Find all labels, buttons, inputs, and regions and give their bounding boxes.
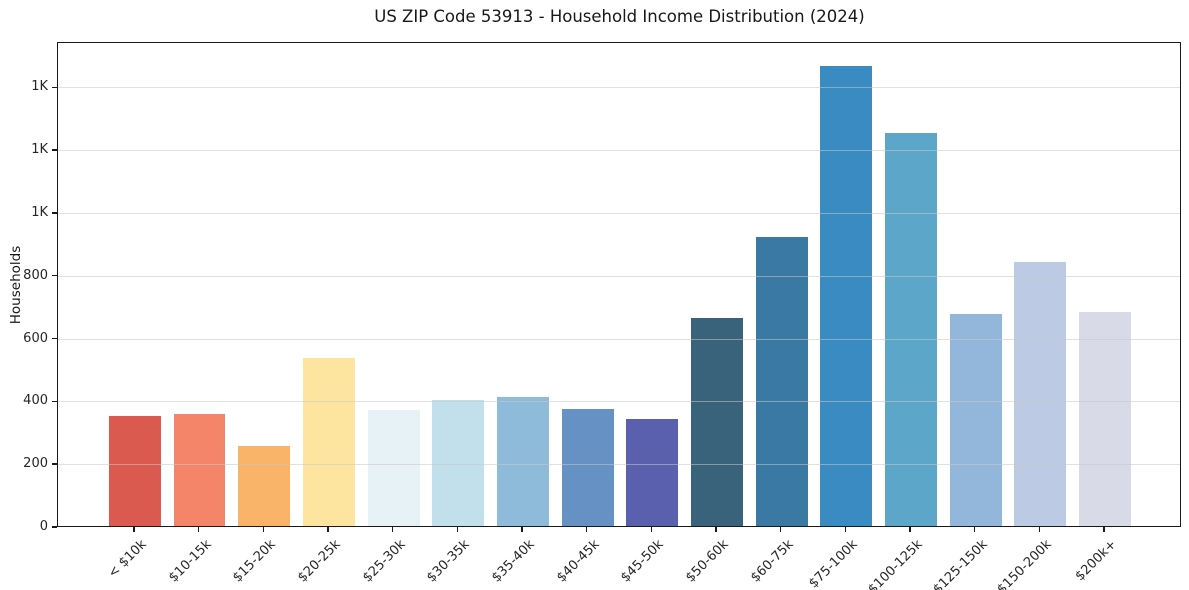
bar	[238, 445, 291, 526]
bar	[626, 418, 679, 526]
gridline	[58, 338, 1180, 340]
plot-area	[57, 42, 1181, 527]
x-tick-label: $150-200k	[994, 537, 1055, 590]
y-tick-label: 1K	[31, 204, 48, 220]
x-tick-mark	[585, 527, 588, 532]
y-tick-mark	[52, 463, 57, 465]
x-tick-label: $10-15k	[165, 537, 215, 586]
y-tick-label: 400	[23, 393, 48, 409]
bar	[367, 410, 420, 526]
x-tick-label: $60-75k	[747, 537, 797, 586]
bar	[109, 416, 161, 526]
x-tick-mark	[844, 527, 847, 532]
y-tick-label: 800	[23, 267, 48, 283]
bar	[691, 318, 743, 526]
x-tick-mark	[779, 527, 782, 532]
x-tick-label: $25-30k	[359, 537, 409, 586]
y-tick-mark	[52, 86, 57, 88]
y-tick-mark	[52, 275, 57, 277]
x-tick-label: $15-20k	[230, 537, 279, 586]
y-tick-mark	[52, 526, 57, 528]
x-tick-label: < $10k	[105, 537, 150, 582]
x-tick-label: $35-40k	[489, 537, 538, 586]
bar	[432, 399, 485, 526]
bar	[755, 237, 808, 526]
x-tick-label: $30-35k	[424, 537, 473, 586]
x-tick-label: $20-25k	[295, 537, 344, 586]
x-tick-mark	[715, 527, 717, 532]
x-tick-label: $125-150k	[930, 537, 991, 590]
y-tick-label: 600	[23, 330, 48, 346]
y-tick-mark	[52, 149, 57, 151]
x-tick-mark	[650, 527, 653, 532]
x-tick-mark	[327, 527, 329, 532]
gridline	[58, 275, 1180, 277]
y-tick-label: 200	[23, 456, 48, 472]
chart-title: US ZIP Code 53913 - Household Income Dis…	[374, 7, 865, 26]
bar	[173, 414, 226, 526]
bar	[561, 409, 614, 526]
gridline	[58, 87, 1180, 89]
gridline	[58, 464, 1180, 466]
x-tick-mark	[262, 527, 264, 532]
x-tick-label: $200k+	[1072, 537, 1120, 585]
bar	[949, 313, 1002, 526]
y-axis-label: Households	[8, 245, 24, 325]
bar	[497, 396, 549, 526]
x-tick-label: $40-45k	[553, 537, 603, 586]
x-tick-mark	[197, 527, 200, 532]
x-tick-mark	[133, 527, 135, 532]
y-tick-label: 1K	[31, 79, 48, 95]
x-tick-mark	[909, 527, 911, 532]
bar	[885, 133, 937, 526]
x-tick-mark	[391, 527, 394, 532]
bar	[820, 65, 873, 526]
x-tick-mark	[973, 527, 976, 532]
y-tick-mark	[52, 400, 57, 403]
x-tick-mark	[1103, 527, 1105, 532]
x-tick-label: $50-60k	[683, 537, 732, 586]
y-tick-mark	[52, 337, 57, 340]
gridline	[58, 212, 1180, 214]
y-tick-mark	[52, 212, 57, 214]
bar	[303, 357, 355, 526]
gridline	[58, 401, 1180, 403]
gridline	[58, 150, 1180, 152]
y-tick-label: 0	[39, 519, 48, 534]
x-tick-label: $75-100k	[806, 537, 861, 590]
x-tick-label: $45-50k	[618, 537, 667, 586]
x-tick-mark	[521, 527, 523, 532]
x-tick-label: $100-125k	[865, 537, 926, 590]
x-tick-mark	[456, 527, 458, 532]
bar	[1079, 312, 1131, 526]
x-tick-mark	[1038, 527, 1041, 532]
bar	[1014, 261, 1067, 526]
y-tick-label: 1K	[31, 142, 48, 158]
